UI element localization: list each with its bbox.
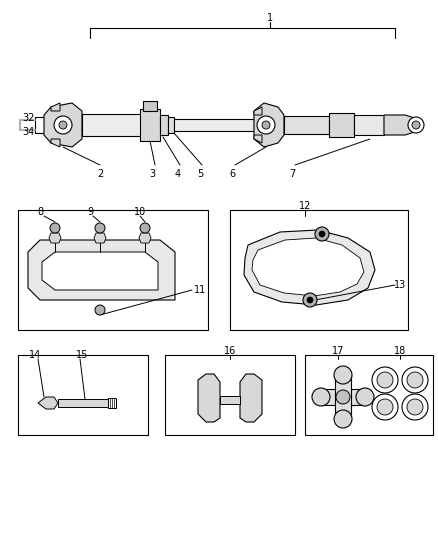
Text: 11: 11: [194, 285, 206, 295]
Circle shape: [402, 367, 428, 393]
Text: 16: 16: [224, 346, 236, 356]
Polygon shape: [244, 230, 375, 305]
Circle shape: [407, 372, 423, 388]
Bar: [230, 210, 408, 330]
Circle shape: [59, 121, 67, 129]
Circle shape: [334, 410, 352, 428]
Circle shape: [372, 367, 398, 393]
Polygon shape: [51, 139, 60, 147]
Polygon shape: [49, 233, 61, 243]
Circle shape: [407, 399, 423, 415]
Circle shape: [372, 394, 398, 420]
Bar: [305, 355, 433, 435]
Bar: [18, 355, 148, 435]
Polygon shape: [44, 103, 82, 147]
Polygon shape: [254, 135, 262, 143]
Text: 15: 15: [76, 350, 88, 360]
Polygon shape: [254, 107, 262, 115]
Circle shape: [377, 399, 393, 415]
Bar: [82, 114, 142, 136]
Text: 4: 4: [175, 169, 181, 179]
Polygon shape: [252, 238, 364, 296]
Polygon shape: [220, 396, 240, 404]
Text: 9: 9: [87, 207, 93, 217]
Circle shape: [412, 121, 420, 129]
Bar: [143, 101, 157, 111]
Circle shape: [54, 116, 72, 134]
Circle shape: [95, 305, 105, 315]
Text: 10: 10: [134, 207, 146, 217]
Bar: [35, 117, 51, 133]
Circle shape: [307, 297, 313, 303]
Bar: [18, 210, 208, 330]
Bar: [354, 115, 384, 135]
Polygon shape: [139, 233, 151, 243]
Text: 5: 5: [197, 169, 203, 179]
Polygon shape: [240, 374, 262, 422]
Text: 8: 8: [37, 207, 43, 217]
Bar: [321, 389, 365, 405]
Text: 12: 12: [299, 201, 311, 211]
Text: 14: 14: [29, 350, 41, 360]
Polygon shape: [198, 374, 220, 422]
Circle shape: [356, 388, 374, 406]
Bar: [284, 116, 329, 134]
Text: 17: 17: [332, 346, 344, 356]
Text: 7: 7: [289, 169, 295, 179]
Circle shape: [312, 388, 330, 406]
Text: 2: 2: [97, 169, 103, 179]
Bar: [174, 119, 254, 131]
Circle shape: [50, 223, 60, 233]
Bar: [160, 115, 168, 135]
Bar: [168, 117, 174, 133]
Text: 18: 18: [394, 346, 406, 356]
Bar: [108, 398, 116, 408]
Circle shape: [408, 117, 424, 133]
Circle shape: [402, 394, 428, 420]
Bar: [165, 355, 295, 435]
Text: 34: 34: [22, 127, 34, 137]
Circle shape: [315, 227, 329, 241]
Text: 6: 6: [229, 169, 235, 179]
Polygon shape: [254, 103, 284, 147]
Circle shape: [303, 293, 317, 307]
Bar: [329, 113, 354, 137]
Bar: [58, 399, 110, 407]
Circle shape: [95, 223, 105, 233]
Text: 32: 32: [22, 113, 34, 123]
Bar: [140, 109, 160, 141]
Polygon shape: [94, 233, 106, 243]
Circle shape: [334, 366, 352, 384]
Text: 1: 1: [267, 13, 273, 23]
Polygon shape: [42, 252, 158, 290]
Circle shape: [319, 231, 325, 237]
Circle shape: [257, 116, 275, 134]
Bar: [335, 375, 351, 419]
Text: 13: 13: [394, 280, 406, 290]
Circle shape: [377, 372, 393, 388]
Polygon shape: [38, 397, 58, 409]
Circle shape: [140, 223, 150, 233]
Polygon shape: [28, 240, 175, 300]
Polygon shape: [384, 115, 422, 135]
Circle shape: [262, 121, 270, 129]
Text: 3: 3: [149, 169, 155, 179]
Circle shape: [336, 390, 350, 404]
Polygon shape: [51, 103, 60, 111]
